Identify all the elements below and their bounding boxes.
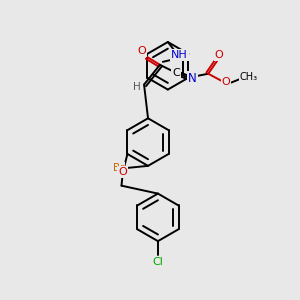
Text: O: O — [118, 167, 127, 177]
Text: N: N — [188, 72, 197, 85]
Text: Cl: Cl — [152, 257, 164, 267]
Text: CH₃: CH₃ — [240, 72, 258, 82]
Text: O: O — [138, 46, 146, 56]
Text: NH: NH — [171, 50, 188, 60]
Text: H: H — [133, 82, 141, 92]
Text: C: C — [172, 68, 180, 78]
Text: O: O — [215, 50, 224, 60]
Text: O: O — [222, 76, 230, 87]
Text: Br: Br — [112, 163, 124, 173]
